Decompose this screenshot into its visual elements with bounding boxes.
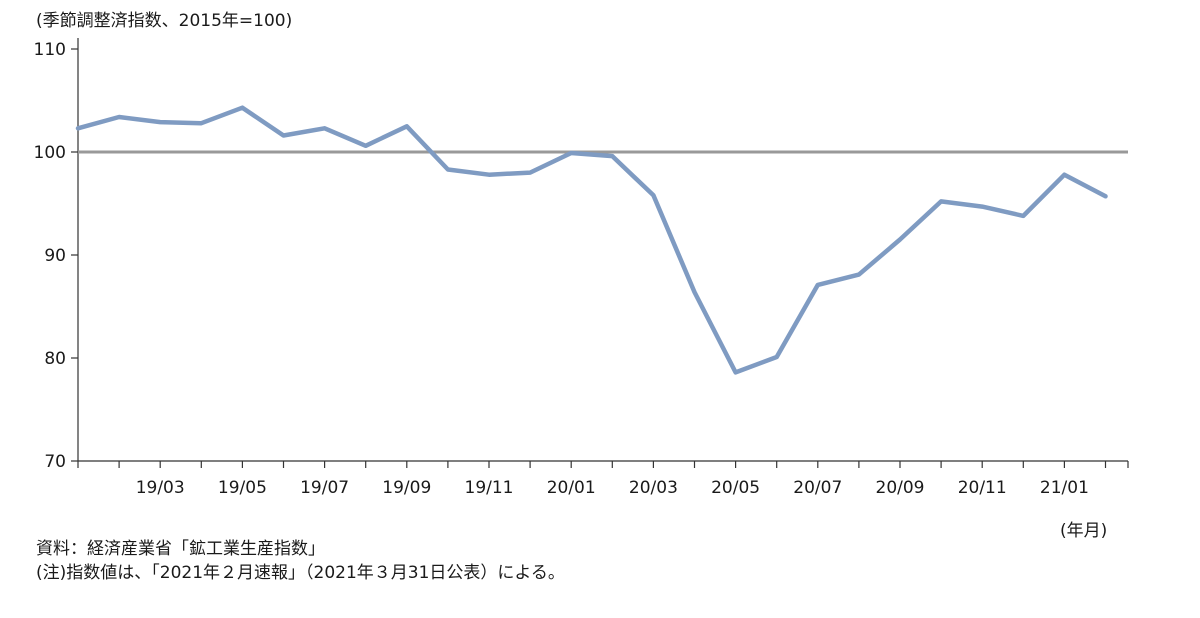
series-line [75, 105, 1108, 375]
x-tick-label: 20/05 [711, 478, 760, 498]
x-axis-unit-label: (年月) [1060, 521, 1108, 541]
x-tick-label: 19/05 [218, 478, 267, 498]
y-tick-label: 70 [44, 452, 66, 472]
y-tick-label: 80 [44, 349, 66, 369]
x-tick-label: 20/01 [547, 478, 596, 498]
x-tick-label: 20/11 [958, 478, 1007, 498]
x-tick-label: 19/03 [136, 478, 185, 498]
y-axis: 70 80 90 100 110 [34, 38, 79, 472]
x-tick-label: 19/09 [382, 478, 431, 498]
source-note: 資料：経済産業省「鉱工業生産指数」 [36, 539, 325, 559]
x-tick-label: 19/11 [465, 478, 514, 498]
x-tick-label: 21/01 [1040, 478, 1089, 498]
y-tick-label: 90 [44, 246, 66, 266]
x-axis: 19/03 19/05 19/07 19/09 19/11 20/01 20/03 20/05… [77, 460, 1129, 498]
x-tick-label: 19/07 [300, 478, 349, 498]
x-tick-label: 20/07 [793, 478, 842, 498]
y-tick-label: 100 [34, 143, 66, 163]
footnote: (注)指数値は、「2021年２月速報」（2021年３月31日公表）による。 [36, 563, 565, 583]
y-tick-label: 110 [34, 40, 66, 60]
series-group [75, 105, 1108, 375]
x-tick-label: 20/03 [629, 478, 678, 498]
y-axis-label: (季節調整済指数、2015年=100) [36, 11, 293, 31]
x-tick-label: 20/09 [876, 478, 925, 498]
